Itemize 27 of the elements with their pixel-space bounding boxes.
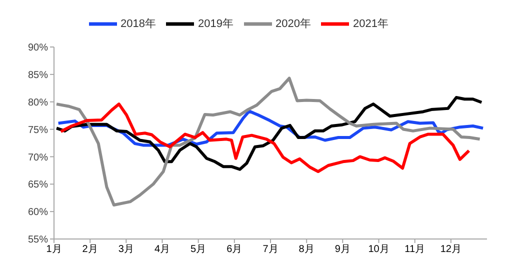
legend-label: 2019年 xyxy=(198,18,234,30)
x-tick-label: 5月 xyxy=(190,244,206,256)
y-tick-label: 80% xyxy=(28,97,48,108)
x-tick-label: 7月 xyxy=(262,244,278,256)
line-series xyxy=(55,76,482,206)
y-tick-label: 60% xyxy=(28,207,48,218)
x-tick-label: 8月 xyxy=(298,244,314,256)
y-tick-label: 90% xyxy=(28,42,48,54)
y-tick-label: 75% xyxy=(28,124,48,136)
y-tick-label: 65% xyxy=(28,180,48,191)
y-tick-label: 85% xyxy=(28,70,48,81)
line-series xyxy=(59,102,470,174)
x-tick-label: 2月 xyxy=(82,244,98,256)
line-series xyxy=(55,96,484,171)
x-tick-label: 3月 xyxy=(118,244,134,256)
x-tick-label: 6月 xyxy=(226,244,242,256)
y-tick-label: 55% xyxy=(28,234,48,246)
x-tick-label: 9月 xyxy=(334,244,350,256)
x-tick-label: 11月 xyxy=(404,244,426,256)
x-tick-label: 10月 xyxy=(368,244,390,256)
y-tick-label: 70% xyxy=(28,152,48,164)
x-tick-label: 4月 xyxy=(154,244,170,256)
legend-label: 2021年 xyxy=(352,18,388,30)
legend-label: 2020年 xyxy=(276,18,311,30)
legend-label: 2018年 xyxy=(120,18,156,30)
x-tick-label: 1月 xyxy=(46,244,62,256)
x-tick-label: 12月 xyxy=(440,244,462,256)
